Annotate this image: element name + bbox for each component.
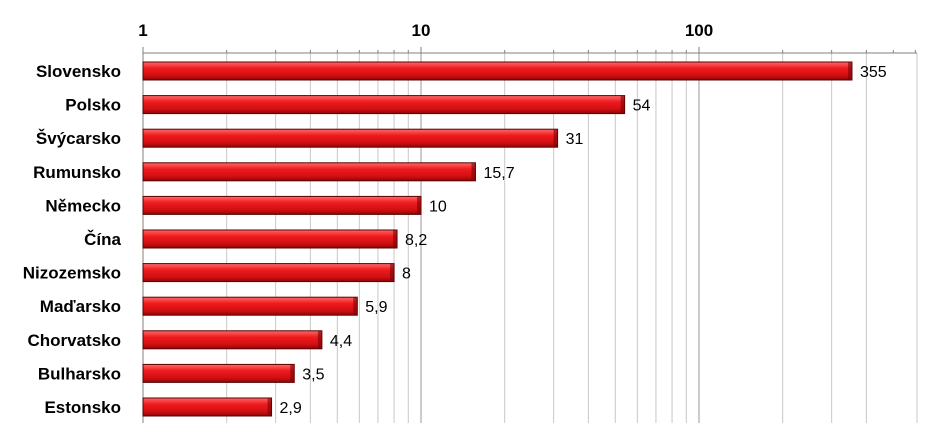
bar-end-cap (267, 398, 272, 416)
bars (142, 61, 853, 417)
category-label: Čína (84, 230, 121, 249)
bar (142, 229, 398, 249)
bar-end-cap (353, 297, 358, 316)
bar-end-cap (290, 364, 295, 383)
bar (142, 128, 559, 148)
value-labels: 355 54 31 15,7 108,2 8 5,9 4,4 3,52,9 (280, 64, 887, 417)
bar-end-cap (471, 162, 476, 181)
category-label: Německo (45, 196, 121, 215)
bar-end-cap (317, 330, 322, 349)
bar (142, 162, 476, 182)
bar (142, 363, 295, 383)
category-label: Švýcarsko (36, 129, 121, 148)
value-label: 5,9 (365, 299, 387, 316)
value-label: 10 (429, 198, 447, 215)
category-label: Nizozemsko (23, 264, 121, 283)
value-label: 2,9 (280, 400, 302, 417)
category-label: Bulharsko (38, 364, 121, 383)
bar-end-cap (553, 129, 558, 148)
category-label: Rumunsko (33, 163, 121, 182)
bar (142, 397, 273, 417)
bar (142, 195, 422, 215)
value-label: 8 (402, 266, 411, 283)
value-label: 355 (860, 64, 887, 81)
bar (142, 296, 358, 316)
category-label: Estonsko (44, 398, 121, 417)
bar (142, 95, 626, 115)
bar (142, 61, 853, 81)
bar-end-cap (620, 95, 625, 114)
bar-end-cap (847, 62, 852, 80)
value-label: 54 (633, 98, 651, 115)
value-label: 3,5 (302, 366, 324, 383)
bar-end-cap (390, 263, 395, 282)
value-label: 8,2 (405, 232, 427, 249)
value-label: 4,4 (330, 333, 352, 350)
bar-end-cap (393, 230, 398, 248)
category-label: Slovensko (36, 62, 121, 81)
x-tick-label: 100 (685, 21, 713, 40)
bar (142, 330, 323, 350)
bar-end-cap (417, 196, 421, 215)
category-label: Chorvatsko (27, 331, 121, 350)
bar (142, 263, 395, 283)
value-label: 31 (566, 131, 584, 148)
gridlines (142, 53, 918, 423)
value-label: 15,7 (483, 165, 514, 182)
category-labels: Slovensko Polsko Švýcarsko Rumunsko Německo Č… (23, 62, 122, 417)
category-label: Maďarsko (40, 297, 121, 316)
x-tick-label: 1 (138, 21, 147, 40)
x-tick-label: 10 (412, 21, 431, 40)
x-axis: 1 10 100 (138, 21, 917, 423)
category-label: Polsko (65, 96, 121, 115)
